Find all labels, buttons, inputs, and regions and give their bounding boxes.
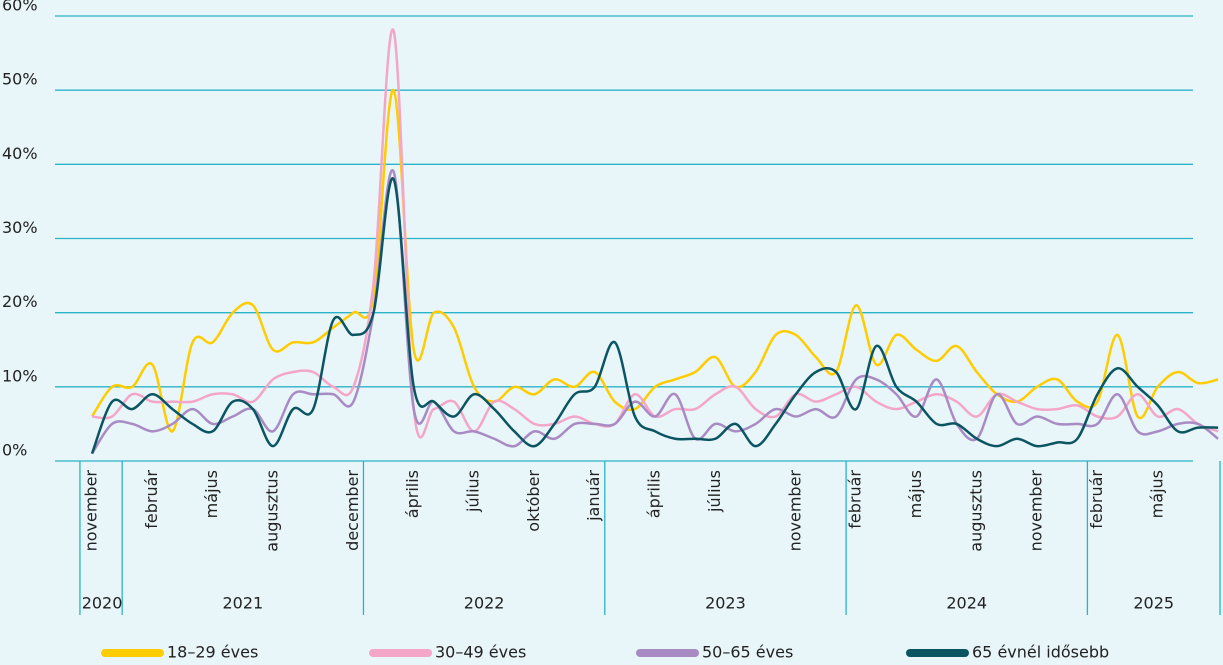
legend-label: 50–65 éves	[702, 643, 793, 662]
year-label: 2020	[82, 594, 123, 613]
legend-label: 65 évnél idősebb	[972, 643, 1109, 662]
x-tick-label: november	[785, 470, 804, 552]
y-tick-label: 20%	[2, 292, 38, 311]
y-tick-label: 0%	[2, 441, 27, 460]
year-label: 2025	[1133, 594, 1174, 613]
x-tick-label: július	[464, 470, 483, 513]
y-tick-label: 60%	[2, 0, 38, 15]
x-tick-label: április	[403, 470, 422, 518]
legend-label: 30–49 éves	[435, 643, 526, 662]
y-tick-label: 10%	[2, 366, 38, 385]
series-line	[90, 177, 1219, 455]
x-tick-label: november	[82, 470, 101, 552]
x-tick-label: május	[1147, 470, 1166, 518]
x-tick-label: február	[142, 470, 161, 529]
year-label: 2022	[464, 594, 505, 613]
x-tick-label: február	[1087, 470, 1106, 529]
x-tick-label: május	[202, 470, 221, 518]
series-line	[91, 28, 1219, 439]
x-tick-label: július	[705, 470, 724, 513]
x-tick-label: december	[343, 470, 362, 551]
y-tick-label: 50%	[2, 70, 38, 89]
series-line	[90, 169, 1219, 455]
x-tick-label: augusztus	[262, 470, 281, 552]
x-tick-label: május	[906, 470, 925, 518]
x-tick-label: november	[1027, 470, 1046, 552]
year-label: 2023	[705, 594, 746, 613]
x-tick-label: április	[645, 470, 664, 518]
x-tick-label: augusztus	[966, 470, 985, 552]
x-tick-label: február	[846, 470, 865, 529]
x-tick-label: január	[584, 470, 603, 522]
y-tick-label: 30%	[2, 218, 38, 237]
y-tick-label: 40%	[2, 144, 38, 163]
legend-label: 18–29 éves	[167, 643, 258, 662]
year-label: 2021	[222, 594, 263, 613]
x-tick-label: október	[524, 470, 543, 532]
year-label: 2024	[946, 594, 987, 613]
series-line	[90, 88, 1219, 433]
